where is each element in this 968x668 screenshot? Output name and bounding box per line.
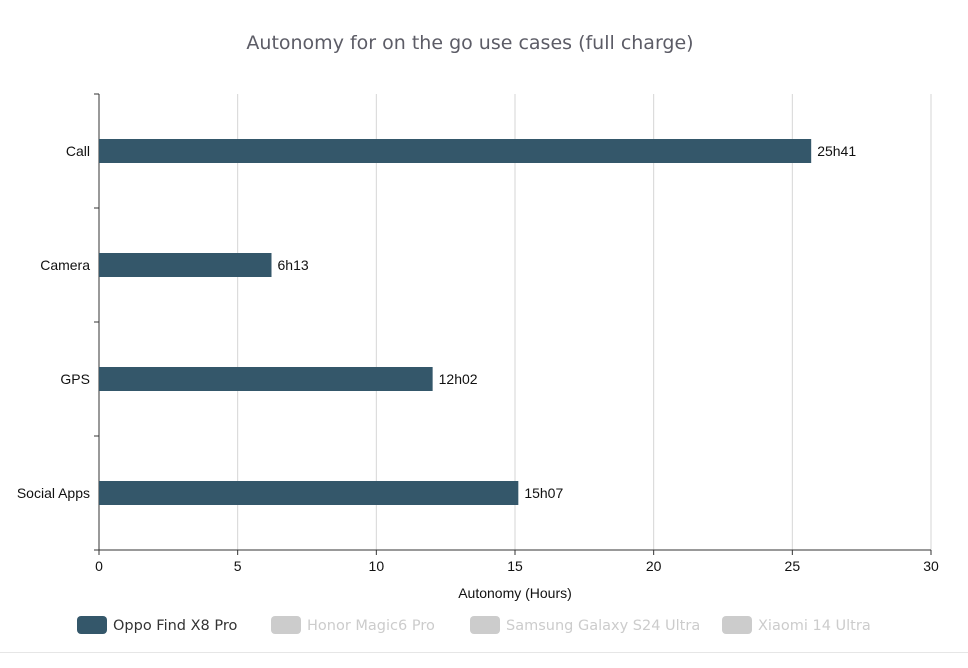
x-tick-label: 25 [785,558,801,574]
chart-title: Autonomy for on the go use cases (full c… [246,32,693,54]
legend-item-label[interactable]: Honor Magic6 Pro [307,618,435,634]
legend-item-label[interactable]: Xiaomi 14 Ultra [758,618,871,634]
x-tick-label: 0 [95,558,103,574]
bottom-rule [0,652,968,653]
legend-swatch[interactable] [470,616,500,634]
legend-swatch[interactable] [271,616,301,634]
legend-swatch[interactable] [722,616,752,634]
y-axis-categories: Call Camera GPS Social Apps [17,143,90,501]
x-tick-label: 5 [234,558,242,574]
x-tick-label: 20 [646,558,662,574]
bar[interactable] [99,367,433,391]
x-axis-ticks: 0 5 10 15 20 25 30 [95,550,939,574]
bar-value-label: 25h41 [817,143,856,159]
legend-item-label[interactable]: Oppo Find X8 Pro [113,618,238,634]
x-tick-label: 10 [369,558,385,574]
bars: 25h41 6h13 12h02 15h07 [99,139,856,505]
bar-value-label: 6h13 [278,257,309,273]
bar[interactable] [99,139,812,163]
legend-swatch[interactable] [77,616,107,634]
x-tick-label: 30 [923,558,939,574]
legend-item-label[interactable]: Samsung Galaxy S24 Ultra [506,618,700,634]
x-tick-label: 15 [507,558,523,574]
bar-value-label: 12h02 [439,371,478,387]
x-axis-title: Autonomy (Hours) [458,585,572,601]
category-label: Call [66,143,90,159]
bar-value-label: 15h07 [524,485,563,501]
grid [237,94,932,550]
bar[interactable] [99,253,272,277]
legend: Oppo Find X8 Pro Honor Magic6 Pro Samsung … [77,616,871,634]
bar[interactable] [99,481,519,505]
category-label: Camera [40,257,90,273]
category-label: GPS [60,371,90,387]
category-label: Social Apps [17,485,90,501]
